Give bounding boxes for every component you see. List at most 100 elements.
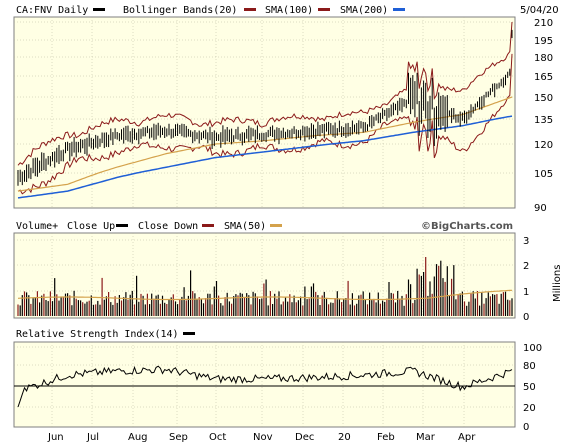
- rsi-title: Relative Strength Index(14): [16, 329, 179, 340]
- volume-bar: [80, 300, 82, 316]
- x-label-oct: Oct: [209, 432, 226, 443]
- volume-bar: [17, 304, 19, 316]
- volume-bar: [222, 305, 224, 316]
- volume-bar: [476, 291, 479, 316]
- volume-bar: [149, 304, 151, 316]
- volume-bar: [291, 302, 293, 316]
- y-tick-135: 135: [534, 115, 553, 126]
- volume-bar: [457, 294, 459, 316]
- volume-bar: [265, 279, 267, 316]
- volume-bar: [272, 304, 274, 316]
- volume-bar: [302, 305, 304, 316]
- vol-tick-0: 0: [523, 312, 529, 323]
- volume-bar: [494, 294, 496, 316]
- volume-bar: [397, 290, 399, 316]
- volume-bar: [304, 286, 306, 316]
- volume-bar: [386, 298, 388, 316]
- volume-bar: [306, 299, 308, 316]
- volume-bar: [36, 291, 38, 316]
- volume-bar: [233, 296, 235, 316]
- volume-bar: [207, 293, 209, 316]
- volume-bar: [502, 292, 504, 316]
- volume-bar: [360, 294, 362, 316]
- volume-bar: [92, 304, 95, 316]
- volume-bar: [179, 299, 181, 316]
- volume-bar: [379, 303, 381, 316]
- legend-sma50: SMA(50): [224, 221, 266, 232]
- volume-bar: [511, 298, 513, 316]
- volume-bar: [112, 304, 114, 316]
- y-tick-150: 150: [534, 93, 553, 104]
- volume-bar: [30, 303, 32, 316]
- volume-bar: [129, 294, 131, 316]
- volume-bar: [317, 295, 319, 316]
- volume-bar: [410, 284, 412, 316]
- volume-bar: [267, 305, 269, 316]
- volume-bar: [101, 277, 103, 316]
- volume-bar: [86, 301, 88, 316]
- volume-bar: [58, 300, 60, 316]
- volume-bar: [453, 265, 455, 316]
- volume-bar: [330, 302, 332, 316]
- legend-close-down-swatch: [202, 224, 214, 227]
- volume-bar: [140, 293, 142, 316]
- volume-bar: [312, 283, 315, 316]
- volume-bar: [116, 302, 118, 316]
- volume-bar: [416, 268, 418, 316]
- volume-bar: [194, 293, 196, 316]
- volume-bar: [274, 293, 276, 316]
- volume-bar: [228, 301, 230, 316]
- volume-bar: [69, 295, 71, 316]
- volume-bar: [110, 302, 112, 316]
- volume-bar: [263, 283, 265, 316]
- volume-bar: [248, 295, 250, 316]
- volume-bar: [483, 303, 485, 316]
- volume-bar: [73, 290, 75, 316]
- volume-bar: [241, 293, 243, 316]
- volume-bar: [123, 297, 125, 316]
- volume-bar: [168, 299, 170, 316]
- volume-bar: [323, 291, 325, 316]
- watermark: ©BigCharts.com: [421, 221, 513, 232]
- volume-bar: [440, 260, 442, 316]
- volume-bar: [142, 295, 144, 316]
- volume-bar: [32, 298, 34, 316]
- volume-bar: [60, 297, 62, 316]
- rsi-tick-80: 80: [523, 361, 536, 372]
- volume-bar: [435, 264, 438, 316]
- volume-bar: [231, 303, 233, 316]
- legend-bollinger: Bollinger Bands(20): [123, 5, 237, 16]
- volume-bar: [284, 297, 287, 316]
- volume-bar: [261, 298, 263, 316]
- y-tick-210: 210: [534, 18, 553, 29]
- x-label-jun: Jun: [47, 432, 64, 443]
- volume-bar: [278, 291, 280, 316]
- x-label-apr: Apr: [458, 432, 476, 443]
- volume-bar: [375, 302, 377, 316]
- legend-bollinger-swatch: [244, 8, 256, 11]
- volume-bar: [492, 294, 494, 316]
- volume-bar: [43, 293, 45, 316]
- volume-bar: [252, 291, 254, 316]
- x-label-jul: Jul: [86, 432, 99, 443]
- volume-bar: [373, 298, 375, 316]
- volume-bar: [118, 295, 120, 316]
- rsi-panel: [13, 341, 516, 428]
- vol-tick-1: 1: [523, 287, 529, 298]
- rsi-tick-0: 0: [523, 422, 529, 433]
- volume-bar: [131, 291, 133, 316]
- volume-bar: [338, 299, 340, 316]
- volume-bar: [459, 293, 461, 316]
- volume-bar: [485, 298, 487, 316]
- volume-bar: [390, 292, 392, 316]
- legend-close-up-swatch: [116, 224, 128, 227]
- volume-bar: [328, 304, 330, 316]
- volume-bar: [371, 300, 373, 316]
- volume-bar: [151, 293, 153, 316]
- volume-bar: [427, 295, 429, 316]
- volume-bar: [470, 293, 472, 316]
- volume-bar: [315, 291, 317, 316]
- volume-bar: [174, 301, 177, 316]
- volume-bar: [95, 304, 97, 316]
- volume-bar: [489, 296, 491, 316]
